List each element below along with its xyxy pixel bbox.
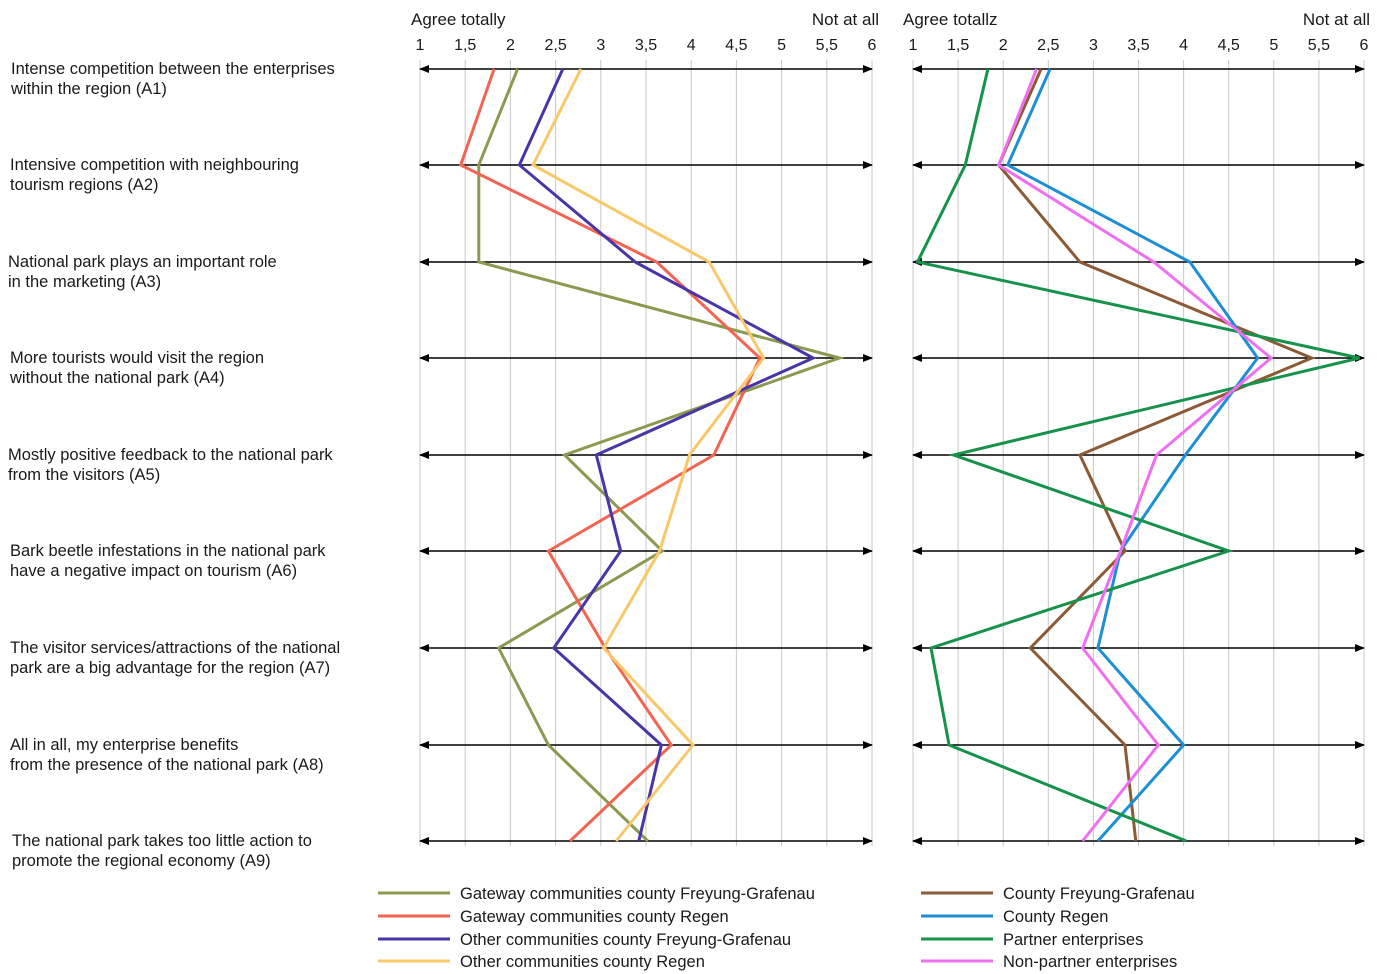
header-left: Agree totally (411, 10, 506, 29)
panel-left: Agree totally Not at all 1 1,5 2 2,5 3 3,5 4 4,… (411, 10, 879, 846)
series-line-gateway-communities-county-regen (458, 68, 762, 843)
x-tick-label: 2 (506, 37, 515, 54)
legend-label: Partner enterprises (1003, 931, 1143, 949)
legend-label: Other communities county Regen (460, 953, 705, 971)
legend-entry: Non-partner enterprises (921, 953, 1177, 971)
x-tick-label: 5,5 (1308, 37, 1330, 54)
statement-line: tourism regions (A2) (10, 176, 159, 194)
x-tick-label: 3 (596, 37, 605, 54)
x-tick-label: 1,5 (947, 37, 969, 54)
gridlines (912, 60, 1365, 846)
statement-line: within the region (A1) (10, 80, 167, 98)
x-tick-label: 2 (999, 37, 1008, 54)
statement-line: More tourists would visit the region (10, 349, 264, 367)
legend-entry: County Freyung-Grafenau (921, 885, 1195, 903)
series-lines (458, 68, 845, 843)
legend-label: County Regen (1003, 908, 1109, 926)
x-tick-label: 4 (1179, 37, 1188, 54)
x-tick-label: 1,5 (454, 37, 476, 54)
statement-line: from the presence of the national park (… (10, 756, 324, 774)
x-tick-label: 2,5 (544, 37, 566, 54)
x-tick-label: 3,5 (635, 37, 657, 54)
statement-line: The national park takes too little actio… (12, 832, 312, 850)
x-tick-label: 5,5 (816, 37, 838, 54)
legend-entry: Gateway communities county Regen (378, 908, 729, 926)
x-tick-label: 5 (1269, 37, 1278, 54)
x-tick-label: 4,5 (1218, 37, 1240, 54)
x-tick-labels: 1 1,5 2 2,5 3 3,5 4 4,5 5 5,5 6 (909, 37, 1369, 54)
x-tick-label: 5 (777, 37, 786, 54)
statement-line: Bark beetle infestations in the national… (10, 542, 326, 560)
legend-label: County Freyung-Grafenau (1003, 885, 1195, 903)
statement-line: park are a big advantage for the region … (10, 659, 330, 677)
statement-line: Intense competition between the enterpri… (11, 60, 335, 78)
legend-label: Other communities county Freyung-Grafena… (460, 931, 791, 949)
series-line-other-communities-county-regen (531, 68, 766, 842)
statement-axes (419, 65, 873, 845)
statement-line: Mostly positive feedback to the national… (8, 446, 333, 464)
x-tick-label: 1 (909, 37, 918, 54)
legend-entry: Gateway communities county Freyung-Grafe… (378, 885, 815, 903)
statement-line: Intensive competition with neighbouring (10, 156, 299, 174)
x-tick-label: 4 (687, 37, 696, 54)
statement-label-a2: Intensive competition with neighbouring t… (10, 156, 299, 194)
legend-entry: Partner enterprises (921, 931, 1143, 949)
legend-entry: Other communities county Freyung-Grafena… (378, 931, 791, 949)
series-line-county-freyung-grafenau (996, 68, 1316, 842)
legend: Gateway communities county Freyung-Grafe… (378, 885, 1195, 971)
x-tick-label: 3,5 (1127, 37, 1149, 54)
statement-label-a6: Bark beetle infestations in the national… (10, 542, 326, 580)
header-right: Not at all (812, 10, 879, 29)
statement-label-a7: The visitor services/attractions of the … (10, 639, 340, 677)
statement-label-a1: Intense competition between the enterpri… (10, 60, 335, 98)
legend-entry: County Regen (921, 908, 1109, 926)
series-line-county-regen (1005, 68, 1260, 842)
statement-line: National park plays an important role (8, 253, 277, 271)
x-tick-labels: 1 1,5 2 2,5 3 3,5 4 4,5 5 5,5 6 (416, 37, 877, 54)
x-tick-label: 6 (1360, 37, 1369, 54)
statement-line: The visitor services/attractions of the … (10, 639, 340, 657)
statement-line: All in all, my enterprise benefits (10, 736, 238, 754)
series-line-partner-enterprises (915, 68, 1360, 843)
series-lines (915, 68, 1360, 843)
statement-line: from the visitors (A5) (8, 466, 160, 484)
x-tick-label: 1 (416, 37, 425, 54)
statement-label-a8: All in all, my enterprise benefits from t… (10, 736, 324, 774)
statement-axes (912, 65, 1365, 845)
statement-labels: Intense competition between the enterpri… (8, 60, 340, 870)
header-right: Not at all (1303, 10, 1370, 29)
x-tick-label: 4,5 (725, 37, 747, 54)
series-line-non-partner-enterprises (996, 68, 1274, 842)
legend-label: Gateway communities county Regen (460, 908, 729, 926)
statement-line: without the national park (A4) (9, 369, 225, 387)
statement-line: in the marketing (A3) (8, 273, 161, 291)
x-tick-label: 6 (868, 37, 877, 54)
statement-line: have a negative impact on tourism (A6) (10, 562, 297, 580)
header-left: Agree totallz (903, 10, 998, 29)
legend-label: Non-partner enterprises (1003, 953, 1177, 971)
statement-label-a3: National park plays an important role in … (8, 253, 277, 291)
x-tick-label: 2,5 (1037, 37, 1059, 54)
statement-label-a4: More tourists would visit the region with… (9, 349, 264, 387)
statement-label-a5: Mostly positive feedback to the national… (8, 446, 333, 484)
legend-entry: Other communities county Regen (378, 953, 705, 971)
panel-right: Agree totallz Not at all 1 1,5 2 2,5 3 3,5 4 4,… (903, 10, 1370, 846)
statement-line: promote the regional economy (A9) (12, 852, 271, 870)
series-line-gateway-communities-county-freyung-grafenau (477, 68, 845, 843)
x-tick-label: 3 (1089, 37, 1098, 54)
series-line-other-communities-county-freyung-grafenau (517, 68, 817, 842)
legend-label: Gateway communities county Freyung-Grafe… (460, 885, 815, 903)
statement-label-a9: The national park takes too little actio… (12, 832, 312, 870)
